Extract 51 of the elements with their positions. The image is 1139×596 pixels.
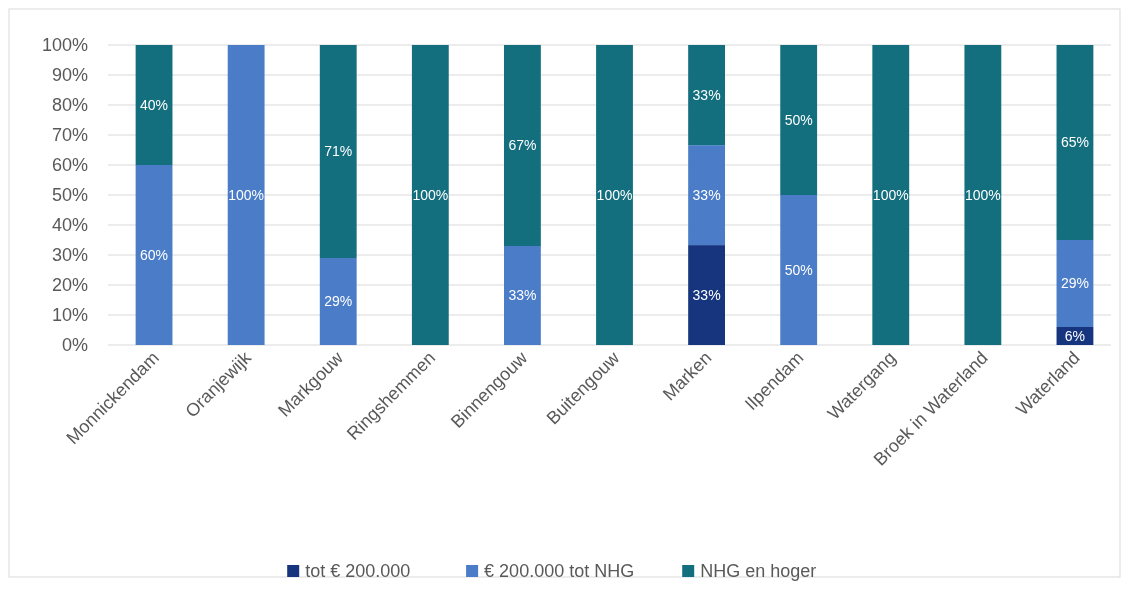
bar — [319, 45, 357, 258]
y-tick-label: 40% — [51, 215, 88, 236]
data-label: 33% — [508, 287, 537, 304]
bar — [135, 165, 173, 345]
data-label: 100% — [964, 186, 1001, 203]
data-label: 100% — [228, 186, 265, 203]
data-label: 33% — [692, 286, 721, 303]
y-tick-label: 10% — [51, 305, 88, 326]
data-label: 50% — [784, 111, 813, 128]
data-label: 33% — [692, 87, 721, 103]
data-label: 67% — [508, 137, 537, 154]
data-label: 60% — [140, 246, 169, 263]
data-label: 33% — [692, 187, 721, 204]
bar — [411, 45, 449, 345]
data-label: 65% — [1060, 134, 1089, 151]
data-label: 100% — [596, 186, 633, 203]
bar — [503, 45, 541, 246]
y-tick-label: 60% — [51, 155, 88, 176]
legend-label: € 200.000 tot NHG — [484, 561, 635, 582]
bar — [1056, 45, 1094, 240]
bar — [688, 45, 726, 146]
data-label: 29% — [324, 293, 353, 310]
bar — [319, 258, 357, 345]
data-label: 6% — [1064, 327, 1086, 344]
bar — [503, 246, 541, 345]
data-label: 40% — [140, 96, 169, 113]
bar — [780, 45, 818, 195]
y-tick-label: 20% — [51, 275, 88, 296]
y-tick-label: 100% — [41, 35, 88, 56]
legend-label: tot € 200.000 — [305, 561, 411, 582]
data-label: 71% — [324, 143, 353, 160]
legend-label: NHG en hoger — [700, 561, 817, 582]
data-label: 100% — [412, 186, 449, 203]
bar — [688, 245, 726, 345]
data-label: 50% — [784, 261, 813, 278]
y-tick-label: 50% — [51, 185, 88, 206]
bar — [1056, 240, 1094, 327]
bar — [135, 45, 173, 165]
data-label: 29% — [1060, 275, 1089, 292]
bar — [688, 145, 726, 246]
y-tick-label: 80% — [51, 95, 88, 116]
bar — [872, 45, 910, 345]
bar — [964, 45, 1002, 345]
data-label: 100% — [872, 186, 909, 203]
bar — [780, 195, 818, 345]
y-tick-label: 70% — [51, 125, 88, 146]
y-tick-label: 30% — [51, 245, 88, 266]
y-tick-label: 90% — [51, 65, 88, 86]
bar — [227, 45, 265, 345]
bar — [596, 45, 633, 345]
y-tick-label: 0% — [61, 335, 88, 356]
